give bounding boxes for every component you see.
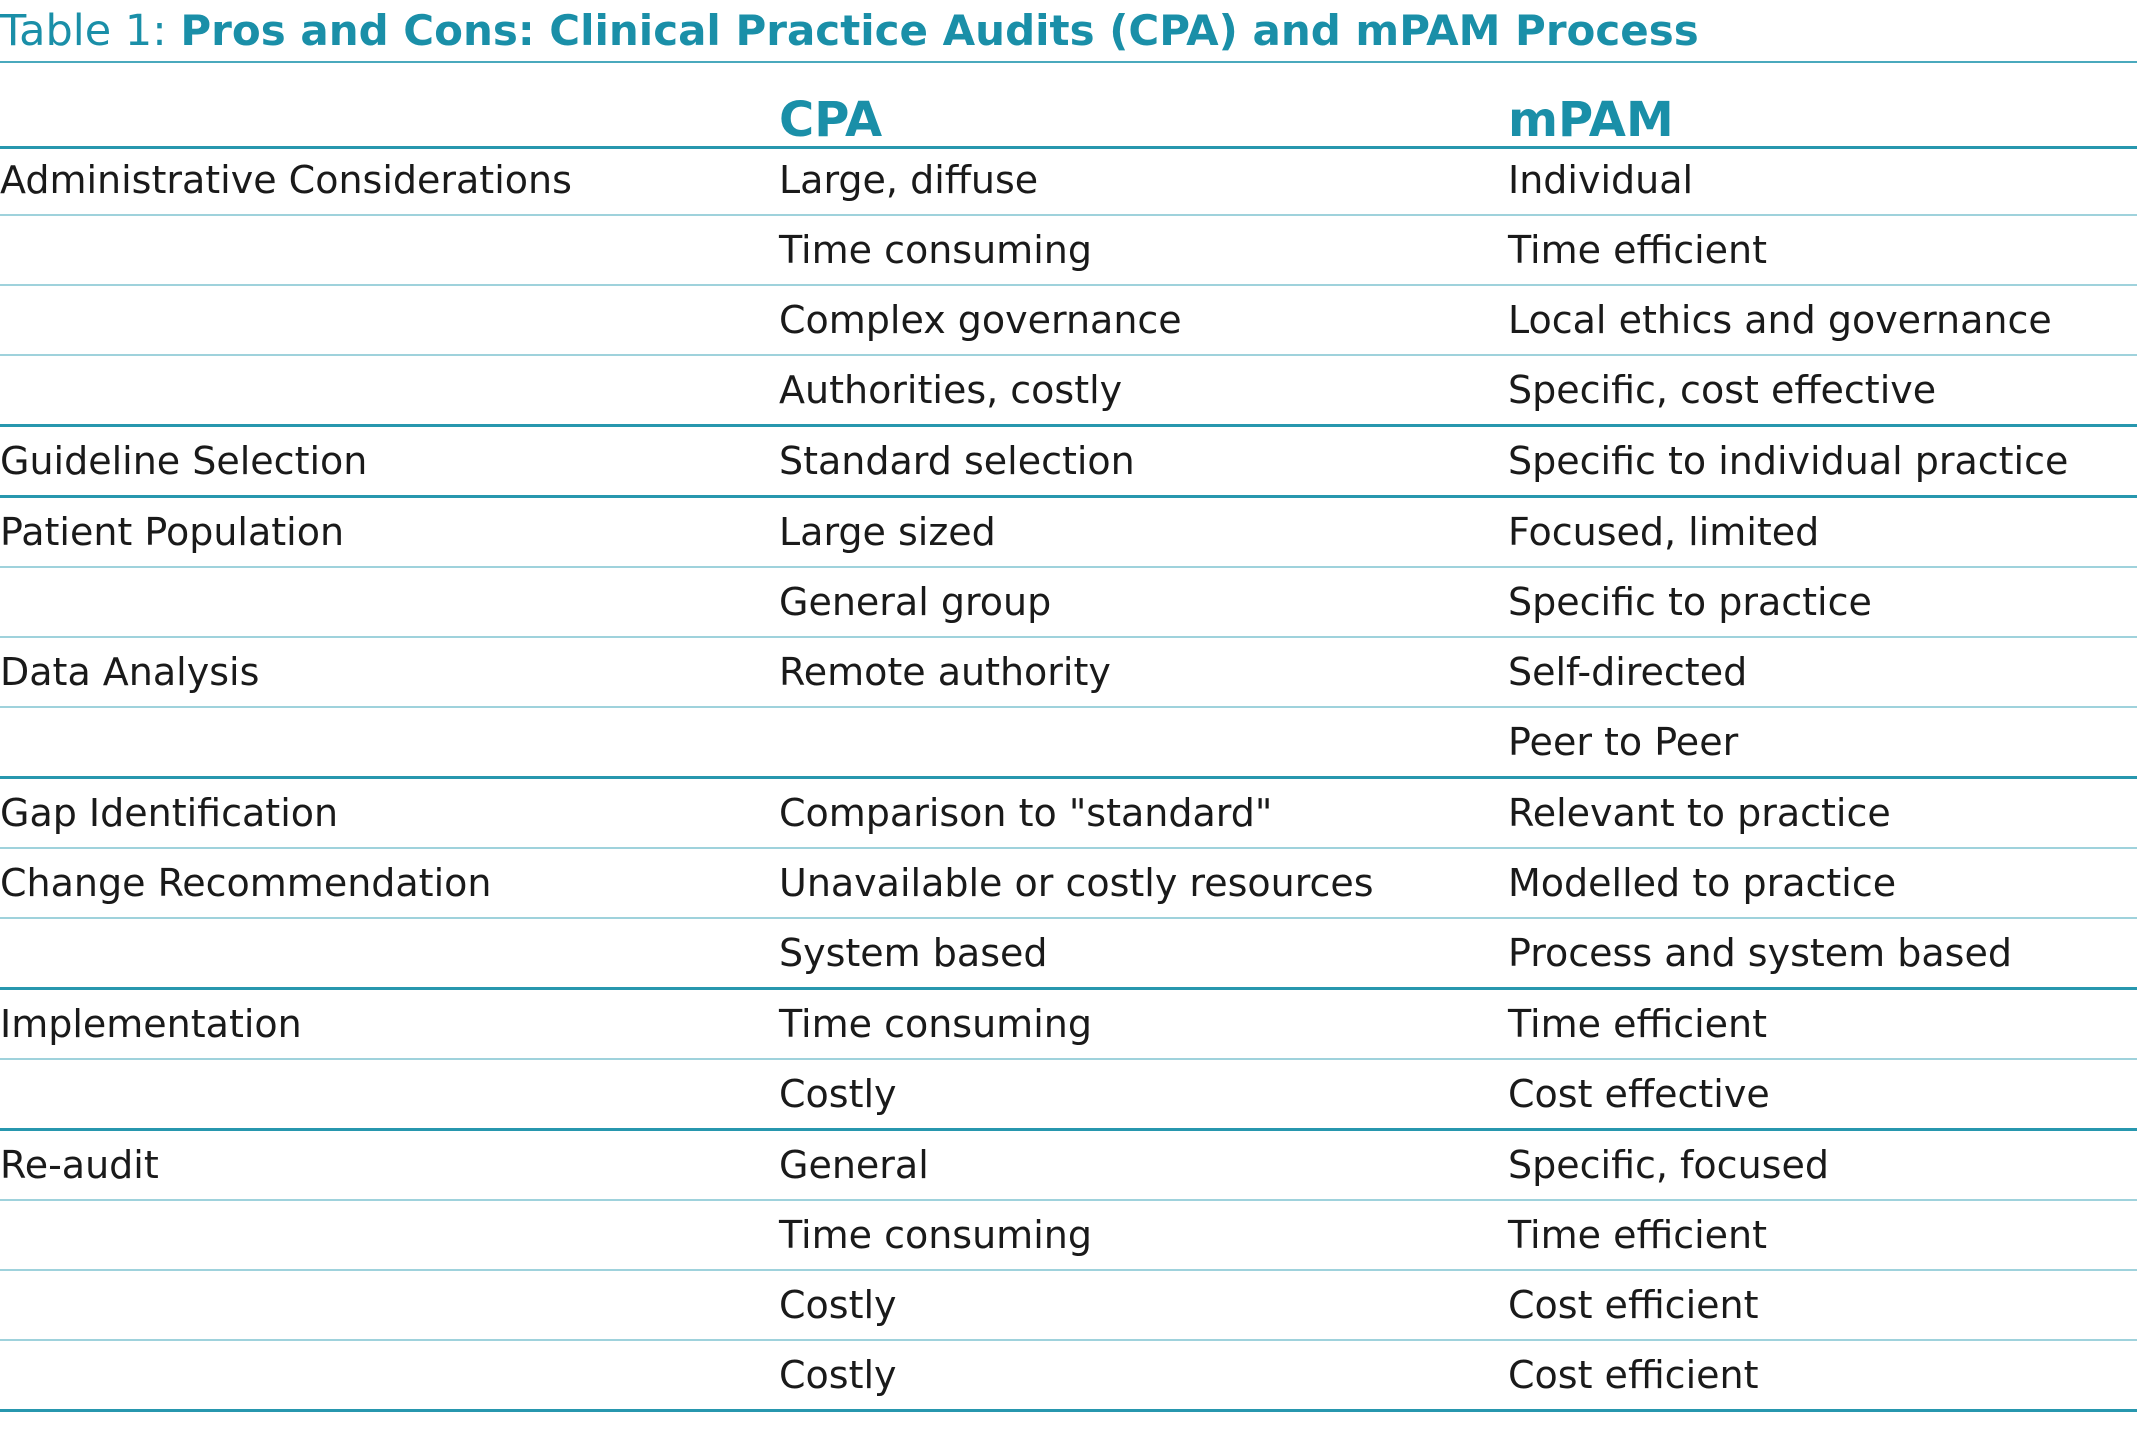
mpam-cell: Specific, focused — [1508, 1143, 1829, 1187]
table-row: Data Analysis Remote authority Self-direct… — [0, 638, 2137, 708]
category-cell: Change Recommendation — [0, 861, 492, 905]
category-cell: Data Analysis — [0, 650, 260, 694]
table-row: System based Process and system based — [0, 919, 2137, 990]
cpa-cell: Unavailable or costly resources — [779, 861, 1374, 905]
table-body: Administrative Considerations Large, diff… — [0, 146, 2137, 1412]
mpam-cell: Time efficient — [1508, 228, 1768, 272]
table-row: Re-audit General Specific, focused — [0, 1131, 2137, 1201]
mpam-cell: Peer to Peer — [1508, 720, 1739, 764]
cpa-cell: Time consuming — [779, 1213, 1092, 1257]
category-cell: Patient Population — [0, 510, 345, 554]
cpa-cell: Costly — [779, 1353, 897, 1397]
mpam-cell: Self-directed — [1508, 650, 1748, 694]
table-caption-prefix: Table 1: — [0, 6, 181, 56]
cpa-cell: Costly — [779, 1283, 897, 1327]
cpa-cell: Costly — [779, 1072, 897, 1116]
category-cell: Re-audit — [0, 1143, 159, 1187]
mpam-cell: Specific to individual practice — [1508, 439, 2069, 483]
mpam-cell: Relevant to practice — [1508, 791, 1891, 835]
mpam-cell: Time efficient — [1508, 1213, 1768, 1257]
table-row: Change Recommendation Unavailable or cost… — [0, 849, 2137, 919]
cpa-cell: Comparison to "standard" — [779, 791, 1273, 835]
table-row: Costly Cost efficient — [0, 1341, 2137, 1412]
mpam-cell: Specific to practice — [1508, 580, 1872, 624]
cpa-cell: Remote authority — [779, 650, 1111, 694]
cpa-cell: System based — [779, 931, 1048, 975]
mpam-cell: Cost effective — [1508, 1072, 1770, 1116]
table-row: Guideline Selection Standard selection Spe… — [0, 427, 2137, 498]
table-row: Peer to Peer — [0, 708, 2137, 779]
table-row: Implementation Time consuming Time efficie… — [0, 990, 2137, 1060]
table-row: Time consuming Time efficient — [0, 216, 2137, 286]
category-cell: Guideline Selection — [0, 439, 368, 483]
table-caption: Table 1: Pros and Cons: Clinical Practic… — [0, 0, 2137, 62]
cpa-cell: Standard selection — [779, 439, 1135, 483]
table-row: Costly Cost efficient — [0, 1271, 2137, 1341]
cpa-cell: Time consuming — [779, 228, 1092, 272]
mpam-cell: Individual — [1508, 158, 1694, 202]
cpa-cell: Time consuming — [779, 1002, 1092, 1046]
category-cell: Administrative Considerations — [0, 158, 572, 202]
column-header-cpa: CPA — [779, 92, 883, 148]
table-caption-title: Pros and Cons: Clinical Practice Audits … — [180, 6, 1699, 55]
category-cell: Implementation — [0, 1002, 302, 1046]
table-row: Authorities, costly Specific, cost effect… — [0, 356, 2137, 427]
cpa-cell: General — [779, 1143, 929, 1187]
table-row: Patient Population Large sized Focused, li… — [0, 498, 2137, 568]
mpam-cell: Cost efficient — [1508, 1353, 1759, 1397]
mpam-cell: Cost efficient — [1508, 1283, 1759, 1327]
table-row: Administrative Considerations Large, diff… — [0, 146, 2137, 216]
table-row: General group Specific to practice — [0, 568, 2137, 638]
mpam-cell: Local ethics and governance — [1508, 298, 2052, 342]
column-header-mpam: mPAM — [1508, 92, 1674, 148]
cpa-cell: General group — [779, 580, 1052, 624]
mpam-cell: Process and system based — [1508, 931, 2012, 975]
mpam-cell: Specific, cost effective — [1508, 368, 1937, 412]
caption-divider — [0, 61, 2137, 63]
mpam-cell: Time efficient — [1508, 1002, 1768, 1046]
cpa-cell: Complex governance — [779, 298, 1182, 342]
cpa-cell: Authorities, costly — [779, 368, 1123, 412]
cpa-cell: Large, diffuse — [779, 158, 1039, 202]
table-row: Gap Identification Comparison to "standar… — [0, 779, 2137, 849]
category-cell: Gap Identification — [0, 791, 339, 835]
mpam-cell: Focused, limited — [1508, 510, 1820, 554]
table-header-row: CPA mPAM — [0, 68, 2137, 149]
cpa-cell: Large sized — [779, 510, 996, 554]
table-row: Time consuming Time efficient — [0, 1201, 2137, 1271]
mpam-cell: Modelled to practice — [1508, 861, 1897, 905]
table-row: Costly Cost effective — [0, 1060, 2137, 1131]
table-row: Complex governance Local ethics and gover… — [0, 286, 2137, 356]
